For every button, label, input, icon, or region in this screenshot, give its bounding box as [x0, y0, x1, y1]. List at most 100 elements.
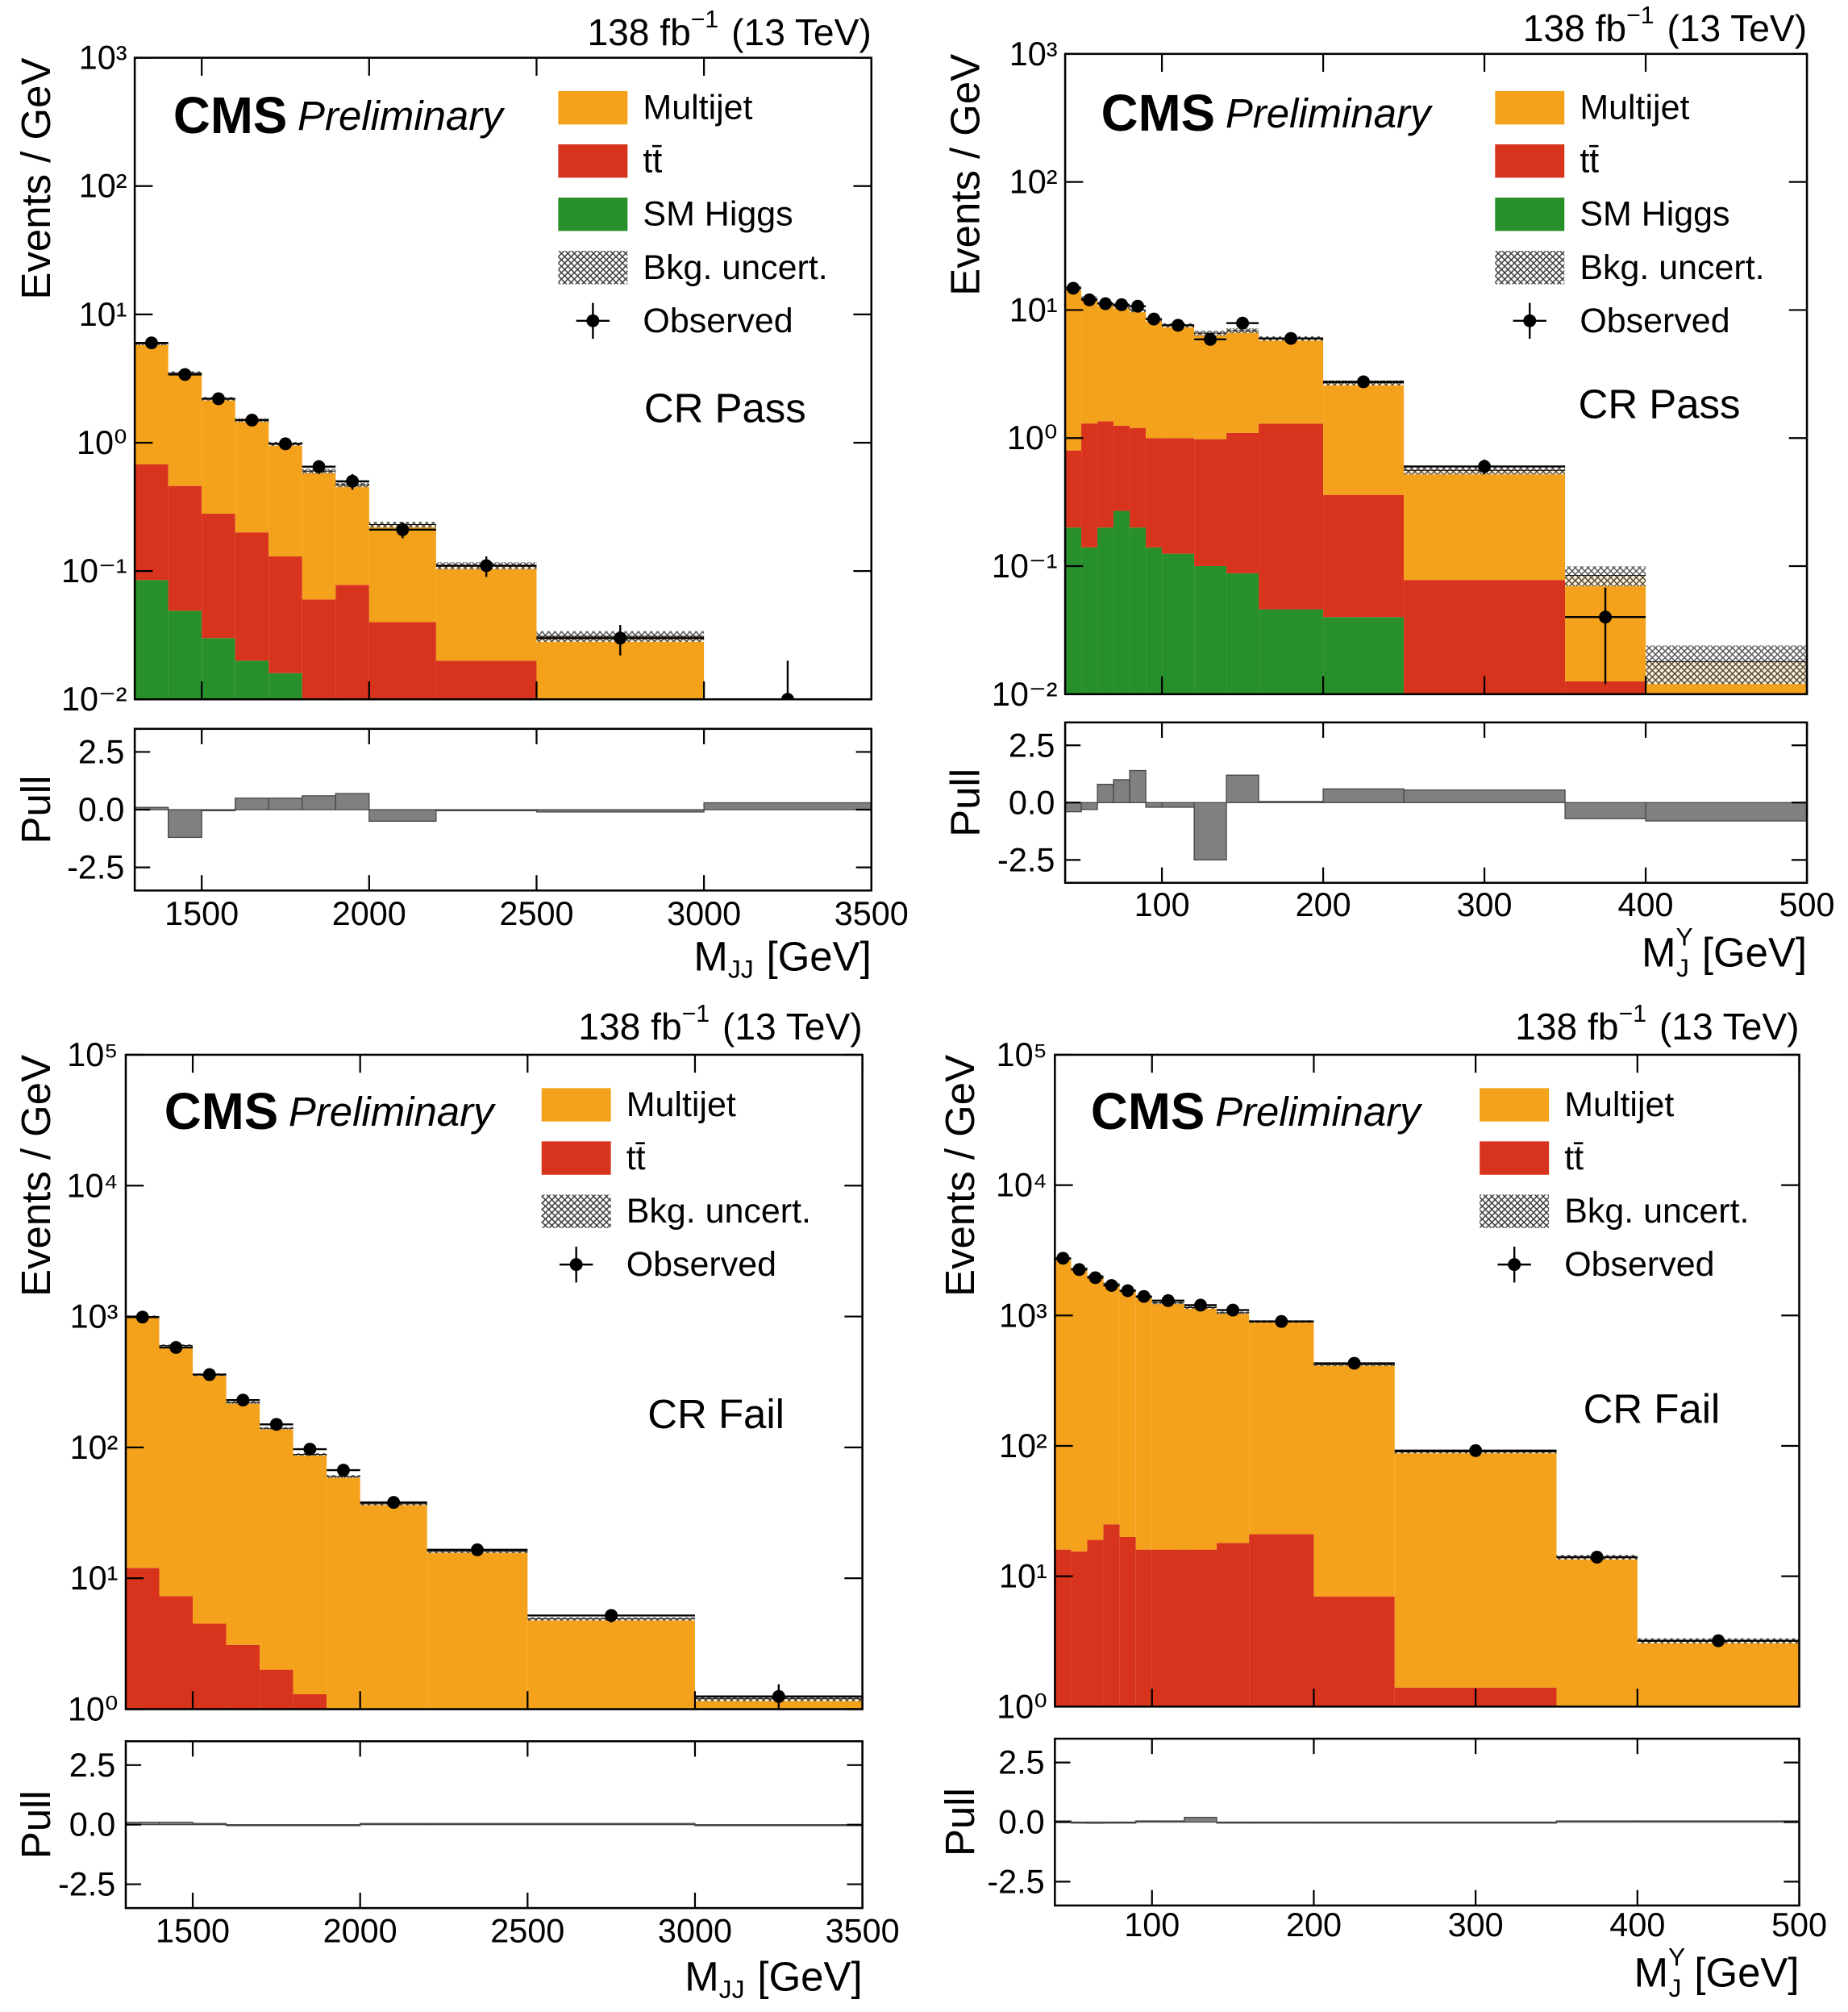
legend-swatch: [541, 1088, 611, 1122]
legend-swatch: [558, 90, 628, 125]
pull-bar: [368, 809, 437, 823]
observed-point: [178, 368, 192, 381]
histogram-bar: [159, 1345, 194, 1597]
legend-label: Multijet: [1580, 89, 1689, 127]
histogram-bar: [704, 827, 872, 866]
histogram-bar: [368, 622, 436, 700]
histogram-bar: [1565, 681, 1646, 694]
histogram-bar: [1081, 298, 1098, 424]
observed-point: [605, 1609, 618, 1623]
plot-area: [125, 1310, 863, 1710]
histogram-bar: [235, 660, 269, 700]
legend-marker: [586, 314, 600, 327]
histogram-bar: [1404, 470, 1566, 581]
legend-swatch: [558, 144, 628, 178]
x-label-unit: [GeV]: [1702, 929, 1807, 975]
x-tick-label: 1500: [164, 895, 239, 932]
histogram-bar: [1313, 1364, 1395, 1597]
histogram-bar: [235, 419, 269, 533]
pull-bar: [1322, 788, 1405, 803]
legend-label: Bkg. uncert.: [626, 1192, 811, 1231]
lumi-sup: −1: [1619, 1001, 1646, 1027]
histogram-bar: [1151, 1302, 1184, 1550]
histogram-bar: [226, 1402, 260, 1645]
histogram-bar: [1055, 1259, 1072, 1550]
x-label-base: M: [693, 933, 727, 979]
y-tick-label: 10³: [79, 40, 127, 77]
pull-bar: [427, 1822, 528, 1826]
lumi-after: (13 TeV): [731, 11, 872, 53]
histogram-bar: [527, 1618, 695, 1710]
lumi-text: 138 fb: [578, 1006, 681, 1048]
pull-bar: [225, 1824, 260, 1827]
pull-y-tick-label: 2.5: [998, 1744, 1045, 1781]
histogram-bar: [168, 610, 202, 700]
pull-bar: [292, 1824, 327, 1827]
histogram-bar: [125, 1316, 160, 1568]
legend-label: Bkg. uncert.: [1564, 1192, 1749, 1231]
histogram-bar: [1259, 609, 1324, 694]
x-label-base: M: [1642, 929, 1675, 975]
histogram-bar: [1103, 1284, 1120, 1525]
histogram-bar: [159, 1596, 194, 1710]
pull-bar: [1555, 1820, 1638, 1823]
observed-point: [1712, 1634, 1725, 1648]
histogram-bar: [1130, 427, 1147, 528]
plot-frame: [124, 1053, 864, 1710]
histogram-bar: [1087, 1276, 1104, 1540]
pull-bar: [192, 1822, 227, 1826]
observed-point: [1088, 1271, 1102, 1285]
uncertainty-band: [704, 728, 872, 751]
experiment-name: CMS: [1091, 1082, 1205, 1139]
experiment-name: CMS: [173, 87, 287, 144]
histogram-bar: [1556, 1557, 1638, 1707]
experiment-status: Preliminary: [1215, 1088, 1423, 1134]
lumi-after: (13 TeV): [1667, 7, 1807, 49]
x-axis-label: MY J [GeV]: [1642, 923, 1807, 982]
pull-y-tick-label: -2.5: [58, 1866, 115, 1903]
observed-point: [269, 1418, 283, 1431]
experiment-status: Preliminary: [1226, 90, 1434, 136]
pull-bar: [268, 798, 303, 810]
plot-area: [1055, 1252, 1800, 1707]
observed-point: [1236, 316, 1250, 330]
x-label-sup: Y: [1668, 1943, 1685, 1972]
histogram-bar: [1055, 1549, 1072, 1707]
y-axis-label: Events / GeV: [13, 1055, 59, 1297]
y-tick-label: 10⁻¹: [61, 552, 127, 589]
lumi-sup: −1: [691, 6, 718, 32]
observed-point: [144, 336, 158, 350]
pull-bar: [1637, 1820, 1800, 1823]
x-tick-label: 100: [1134, 886, 1190, 923]
y-axis-label: Events / GeV: [13, 58, 59, 300]
region-label: CR Fail: [647, 1391, 785, 1437]
histogram-bar: [1135, 1549, 1152, 1707]
y-tick-label: 10⁻²: [61, 681, 127, 718]
histogram-bar: [360, 1503, 427, 1710]
x-label-base: M: [685, 1953, 718, 1999]
histogram-bar: [235, 532, 269, 661]
x-tick-label: 500: [1771, 1906, 1827, 1943]
histogram-bar: [260, 1669, 293, 1710]
lumi-after: (13 TeV): [1659, 1006, 1800, 1048]
histogram-bar: [293, 1454, 327, 1694]
histogram-bar: [1119, 1290, 1136, 1537]
pull-bar: [1070, 1821, 1088, 1824]
observed-point: [336, 1464, 350, 1477]
histogram-bar: [1394, 1452, 1557, 1688]
observed-point: [236, 1393, 250, 1407]
observed-point: [396, 523, 410, 536]
histogram-bar: [1119, 1536, 1136, 1707]
y-tick-label: 10⁰: [68, 1690, 119, 1727]
pull-bar: [1064, 802, 1082, 813]
lumi-text: 138 fb: [1523, 7, 1626, 49]
pull-bar: [1151, 1820, 1185, 1823]
experiment-status: Preliminary: [289, 1088, 497, 1134]
legend-swatch: [1480, 1141, 1550, 1175]
legend-label: Multijet: [643, 89, 752, 127]
lumi-text: 138 fb: [587, 11, 690, 53]
legend-label: Bkg. uncert.: [1580, 248, 1764, 287]
observed-point: [202, 1368, 216, 1381]
histogram-bar: [302, 728, 336, 764]
pull-bar: [1216, 1821, 1250, 1824]
